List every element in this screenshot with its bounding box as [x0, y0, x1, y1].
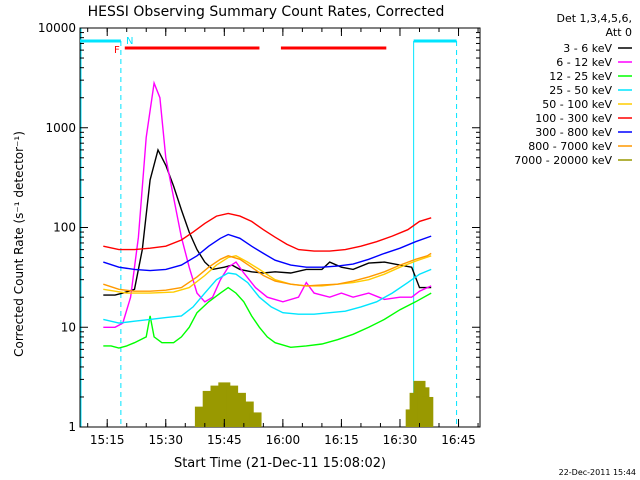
series-8	[194, 380, 434, 427]
y-tick-label-4: 10000	[38, 21, 76, 35]
flag-label-n: N	[126, 36, 133, 47]
legend-label-5: 100 - 300 keV	[535, 112, 612, 125]
series-6	[103, 233, 432, 272]
legend-label-6: 300 - 800 keV	[535, 126, 612, 139]
series-4	[103, 255, 432, 294]
night-intervals	[80, 28, 458, 427]
legend-label-3: 25 - 50 keV	[549, 84, 612, 97]
y-axis-label: Corrected Count Rate (s⁻¹ detector⁻¹)	[12, 131, 26, 357]
series-8-bar-7	[249, 412, 262, 427]
x-tick-label-2: 15:45	[207, 433, 242, 447]
series-7	[103, 252, 432, 292]
y-axis: 1 10 100 1000 10000	[38, 21, 480, 434]
series-8-bar-12	[421, 396, 434, 427]
y-tick-label-0: 1	[68, 420, 76, 434]
legend-header-det: Det 1,3,4,5,6,	[556, 12, 632, 25]
y-tick-label-3: 1000	[45, 121, 76, 135]
legend-label-8: 7000 - 20000 keV	[514, 154, 612, 167]
series-group	[103, 80, 434, 427]
series-3	[103, 268, 432, 324]
x-tick-label-1: 15:30	[148, 433, 183, 447]
chart-title: HESSI Observing Summary Count Rates, Cor…	[88, 4, 445, 20]
series-2	[103, 286, 432, 349]
flag-label-f: F	[114, 45, 120, 56]
x-tick-label-3: 16:00	[266, 433, 301, 447]
x-tick-label-4: 16:15	[324, 433, 359, 447]
legend-label-0: 3 - 6 keV	[563, 42, 612, 55]
y-tick-label-2: 100	[53, 221, 76, 235]
x-tick-label-5: 16:30	[383, 433, 418, 447]
x-tick-label-6: 16:45	[441, 433, 476, 447]
x-axis-label: Start Time (21-Dec-11 15:08:02)	[174, 456, 386, 471]
series-0	[103, 147, 432, 296]
legend-header-att: Att 0	[606, 26, 632, 39]
legend-label-1: 6 - 12 keV	[556, 56, 612, 69]
x-tick-label-0: 15:15	[90, 433, 125, 447]
y-tick-label-1: 10	[61, 320, 76, 334]
legend-label-7: 800 - 7000 keV	[528, 140, 612, 153]
series-1	[103, 80, 432, 328]
timestamp: 22-Dec-2011 15:44	[559, 468, 636, 477]
legend-label-4: 50 - 100 keV	[542, 98, 612, 111]
series-5	[103, 212, 432, 252]
legend-label-2: 12 - 25 keV	[549, 70, 612, 83]
x-axis: 15:15 15:30 15:45 16:00 16:15 16:30 16:45	[87, 28, 479, 447]
plot-frame	[79, 27, 481, 428]
